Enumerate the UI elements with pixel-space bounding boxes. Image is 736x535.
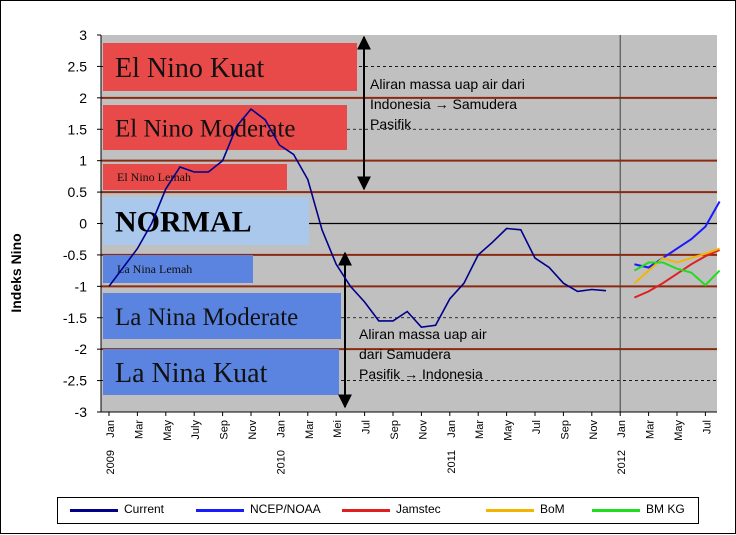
x-tick-label: Jul <box>361 420 373 434</box>
x-tick-label: Mar <box>304 420 316 439</box>
x-tick-label: May <box>673 420 685 441</box>
annotation-text: Indonesia → Samudera <box>370 96 517 112</box>
legend-label-bom: BoM <box>540 502 565 516</box>
zone-box <box>103 164 287 190</box>
legend-swatch-bom <box>486 509 534 512</box>
y-axis-title: Indeks Nino <box>8 233 24 312</box>
zone-box <box>103 255 253 283</box>
year-label: 2011 <box>446 450 458 474</box>
zone-box <box>103 293 341 339</box>
annotation-text: Pasifik <box>370 116 412 132</box>
x-tick-label: Mar <box>133 420 145 439</box>
legend-swatch-current <box>70 509 118 512</box>
y-tick-label: -2 <box>75 341 88 357</box>
series-line-jamstec <box>633 248 721 299</box>
zone-label: NORMAL <box>115 206 252 239</box>
y-tick-label: -1.5 <box>63 310 87 326</box>
y-tick-label: 2.5 <box>68 58 88 74</box>
zone-label: La Nina Lemah <box>117 262 192 276</box>
x-tick-label: Nov <box>588 420 600 440</box>
y-tick-label: 1 <box>79 153 87 169</box>
series-line-bom <box>633 247 720 284</box>
x-tick-label: Nov <box>417 420 429 440</box>
x-tick-label: July <box>190 420 202 440</box>
legend-label-bmkg: BM KG <box>646 502 685 516</box>
x-tick-label: Mar <box>474 420 486 439</box>
x-tick-label: Mar <box>645 420 657 439</box>
y-tick-label: -1 <box>75 278 88 294</box>
annotation-text: Aliran massa uap air dari <box>370 76 525 92</box>
legend-swatch-bmkg <box>592 509 640 512</box>
zone-label: El Nino Kuat <box>115 53 265 84</box>
year-label: 2010 <box>275 450 287 474</box>
annotation-text: Pasifik → Indonesia <box>359 366 483 382</box>
x-tick-label: Jan <box>616 420 628 438</box>
legend: Current NCEP/NOAA Jamstec BoM BM KG <box>57 497 699 524</box>
zone-label: El Nino Moderate <box>115 115 296 142</box>
y-tick-label: -0.5 <box>63 247 87 263</box>
legend-label-jamstec: Jamstec <box>396 502 441 516</box>
zone-box <box>103 105 347 150</box>
x-tick-label: May <box>503 420 515 441</box>
zone-box <box>103 197 309 245</box>
y-tick-label: 0 <box>79 216 87 232</box>
x-tick-label: Sep <box>559 420 571 440</box>
y-tick-label: 3 <box>79 27 87 43</box>
y-tick-label: 0.5 <box>68 184 88 200</box>
y-tick-label: -3 <box>75 404 88 420</box>
zone-box <box>103 43 357 91</box>
x-tick-label: Jan <box>446 420 458 438</box>
x-tick-label: Sep <box>219 420 231 440</box>
x-tick-label: Sep <box>389 420 401 440</box>
year-label: 2009 <box>105 450 117 474</box>
zone-label: El Nino Lemah <box>117 170 191 184</box>
x-tick-label: Jan <box>105 420 117 438</box>
series-line-current <box>108 108 607 329</box>
y-tick-label: 1.5 <box>68 121 88 137</box>
y-tick-label: -2.5 <box>63 373 87 389</box>
x-tick-label: Mei <box>332 420 344 438</box>
x-tick-label: Jul <box>701 420 713 434</box>
annotation-text: dari Samudera <box>359 346 451 362</box>
x-tick-label: May <box>162 420 174 441</box>
zone-label: La Nina Kuat <box>115 358 268 389</box>
series-line-ncep-noaa <box>634 201 721 269</box>
zone-box <box>103 349 339 395</box>
legend-label-current: Current <box>124 502 165 516</box>
x-tick-label: Jan <box>275 420 287 438</box>
year-label: 2012 <box>616 450 628 474</box>
legend-swatch-jamstec <box>342 509 390 512</box>
annotation-text: Aliran massa uap air <box>359 326 487 342</box>
legend-swatch-ncep <box>196 509 244 512</box>
legend-label-ncep: NCEP/NOAA <box>250 502 321 516</box>
series-line-bm-kg <box>633 261 721 287</box>
zone-label: La Nina Moderate <box>115 304 298 331</box>
x-tick-label: Jul <box>531 420 543 434</box>
y-tick-label: 2 <box>79 90 87 106</box>
x-tick-label: Nov <box>247 420 259 440</box>
